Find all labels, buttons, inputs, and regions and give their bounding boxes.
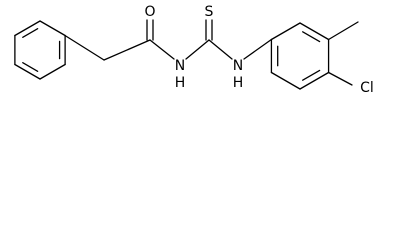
ring-bond [39, 20, 66, 37]
bond [243, 38, 273, 60]
ring-bond [14, 20, 41, 37]
ring-bond [299, 22, 330, 41]
atom-label: Cl [360, 80, 374, 96]
bond [149, 39, 175, 60]
bond [185, 39, 210, 60]
ring-double-bond [302, 69, 321, 81]
atom-label: N [233, 58, 243, 74]
ring-bond [299, 71, 330, 90]
ring-double-bond [22, 28, 39, 38]
ring-bond [270, 22, 301, 41]
molecule-diagram: O S N H N H Cl [14, 4, 374, 96]
ring-bond [14, 63, 41, 80]
bonds [14, 19, 359, 90]
atom-label: N [175, 58, 185, 74]
ring-double-bond [302, 31, 321, 43]
atom-label: H [175, 75, 186, 91]
ring-bond [270, 71, 301, 90]
page: O S N H N H Cl (() => { const data = JSO… [0, 0, 396, 104]
ring-bond [39, 63, 66, 80]
ring-double-bond [22, 62, 39, 72]
atom-label: S [205, 4, 214, 20]
bond [103, 39, 151, 61]
bond [208, 39, 233, 60]
chloro-bond [327, 71, 353, 86]
atom-label: O [144, 4, 155, 20]
methyl-bond [327, 21, 359, 41]
atom-label: H [233, 75, 244, 91]
bond [64, 34, 105, 61]
